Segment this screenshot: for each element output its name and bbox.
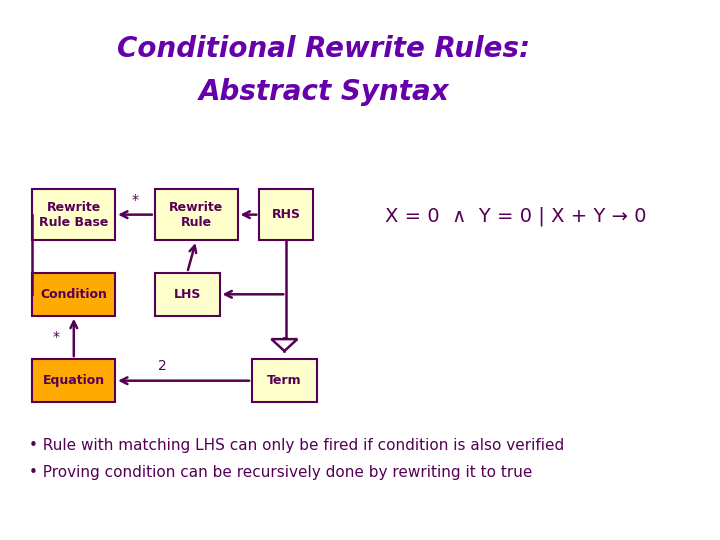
FancyBboxPatch shape	[155, 189, 238, 240]
FancyBboxPatch shape	[252, 359, 317, 402]
Text: Equation: Equation	[42, 374, 105, 387]
Text: LHS: LHS	[174, 288, 201, 301]
Text: Abstract Syntax: Abstract Syntax	[199, 78, 449, 106]
Text: *: *	[53, 330, 59, 345]
FancyBboxPatch shape	[259, 189, 313, 240]
Text: RHS: RHS	[271, 208, 301, 221]
Text: *: *	[132, 193, 138, 206]
Text: Rewrite
Rule: Rewrite Rule	[169, 201, 223, 228]
FancyBboxPatch shape	[32, 359, 115, 402]
FancyBboxPatch shape	[155, 273, 220, 316]
Text: • Rule with matching LHS can only be fired if condition is also verified: • Rule with matching LHS can only be fir…	[29, 438, 564, 453]
Text: X = 0  ∧  Y = 0 | X + Y → 0: X = 0 ∧ Y = 0 | X + Y → 0	[385, 206, 647, 226]
Text: Term: Term	[267, 374, 302, 387]
FancyBboxPatch shape	[32, 273, 115, 316]
Text: Rewrite
Rule Base: Rewrite Rule Base	[39, 201, 109, 228]
Text: • Proving condition can be recursively done by rewriting it to true: • Proving condition can be recursively d…	[29, 465, 532, 480]
Text: 2: 2	[158, 359, 166, 373]
Text: Conditional Rewrite Rules:: Conditional Rewrite Rules:	[117, 35, 531, 63]
FancyBboxPatch shape	[32, 189, 115, 240]
Text: Condition: Condition	[40, 288, 107, 301]
Polygon shape	[271, 339, 297, 351]
